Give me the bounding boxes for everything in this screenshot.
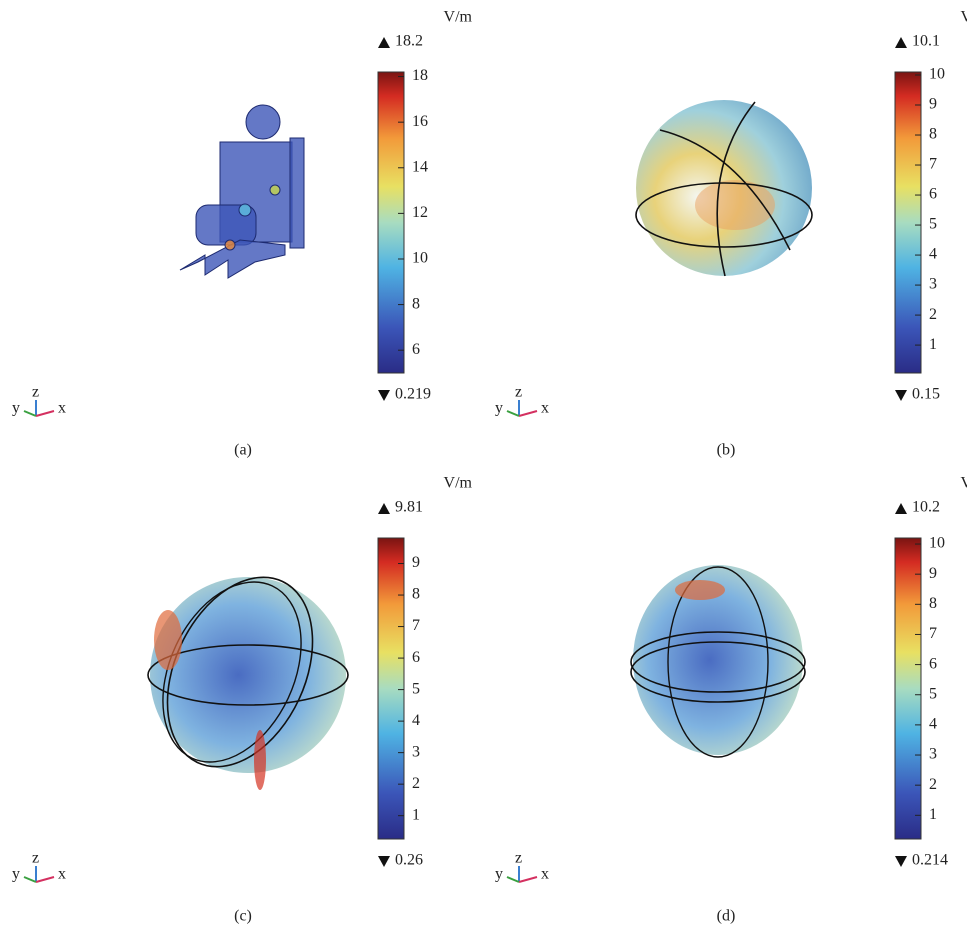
axis-x-label: x bbox=[541, 400, 549, 417]
colorbar-tick-label: 9 bbox=[929, 96, 937, 113]
unit-label: V/m bbox=[444, 475, 473, 492]
colorbar-tick-label: 9 bbox=[929, 565, 937, 582]
colorbar-tick-label: 3 bbox=[412, 743, 420, 760]
max-marker bbox=[378, 503, 390, 514]
axis-y-label: y bbox=[495, 400, 503, 417]
axis-y bbox=[507, 877, 519, 882]
colorbar-tick-label: 8 bbox=[412, 586, 420, 603]
colorbar-tick-label: 3 bbox=[929, 276, 937, 293]
caption: (d) bbox=[717, 908, 736, 925]
axis-y-label: y bbox=[495, 866, 503, 883]
max-label: 18.2 bbox=[395, 33, 423, 50]
max-label: 9.81 bbox=[395, 499, 423, 516]
colorbar-tick-label: 7 bbox=[929, 156, 937, 173]
colorbar bbox=[378, 72, 404, 373]
colorbar-tick-label: 6 bbox=[929, 655, 937, 672]
min-label: 0.15 bbox=[912, 386, 940, 403]
colorbar bbox=[378, 538, 404, 839]
axis-y bbox=[507, 411, 519, 416]
axis-x-label: x bbox=[58, 866, 66, 883]
colorbar-tick-label: 9 bbox=[412, 554, 420, 571]
axis-x bbox=[519, 877, 537, 882]
colorbar-tick-label: 5 bbox=[929, 685, 937, 702]
colorbar-tick-label: 5 bbox=[412, 680, 420, 697]
colorbar-tick-label: 7 bbox=[412, 617, 420, 634]
min-label: 0.214 bbox=[912, 852, 948, 869]
min-marker bbox=[895, 390, 907, 401]
colorbar-tick-label: 6 bbox=[412, 649, 420, 666]
colorbar-tick-label: 2 bbox=[929, 306, 937, 323]
axis-z-label: z bbox=[32, 850, 39, 867]
max-label: 10.1 bbox=[912, 33, 940, 50]
min-marker bbox=[378, 390, 390, 401]
colorbar-tick-label: 5 bbox=[929, 216, 937, 233]
caption: (c) bbox=[234, 908, 252, 925]
render-d bbox=[631, 565, 805, 757]
colorbar-tick-label: 1 bbox=[412, 806, 420, 823]
unit-label: V/m bbox=[444, 9, 473, 26]
caption: (a) bbox=[234, 442, 252, 459]
colorbar-tick-label: 2 bbox=[412, 775, 420, 792]
axis-x bbox=[36, 411, 54, 416]
colorbar-tick-label: 10 bbox=[929, 535, 945, 552]
caption: (b) bbox=[717, 442, 736, 459]
colorbar-tick-label: 10 bbox=[929, 66, 945, 83]
max-marker bbox=[378, 37, 390, 48]
axis-z-label: z bbox=[515, 384, 522, 401]
colorbar-tick-label: 6 bbox=[929, 186, 937, 203]
axis-y bbox=[24, 411, 36, 416]
render-a bbox=[180, 105, 304, 278]
colorbar-tick-label: 16 bbox=[412, 113, 428, 130]
colorbar-tick-label: 4 bbox=[929, 716, 937, 733]
colorbar-tick-label: 6 bbox=[412, 341, 420, 358]
colorbar-tick-label: 12 bbox=[412, 204, 428, 221]
min-label: 0.26 bbox=[395, 852, 423, 869]
min-marker bbox=[895, 856, 907, 867]
axis-y-label: y bbox=[12, 400, 20, 417]
max-label: 10.2 bbox=[912, 499, 940, 516]
colorbar-tick-label: 1 bbox=[929, 336, 937, 353]
colorbar-tick-label: 10 bbox=[412, 250, 428, 267]
colorbar-tick-label: 4 bbox=[412, 712, 420, 729]
colorbar-tick-label: 3 bbox=[929, 746, 937, 763]
colorbar-tick-label: 2 bbox=[929, 776, 937, 793]
figure: V/m18.26810121416180.219zxy(a)V/m10.1123… bbox=[0, 0, 967, 927]
min-label: 0.219 bbox=[395, 386, 431, 403]
axis-x bbox=[519, 411, 537, 416]
colorbar-tick-label: 8 bbox=[929, 126, 937, 143]
min-marker bbox=[378, 856, 390, 867]
unit-label: V/m bbox=[961, 475, 967, 492]
colorbar bbox=[895, 72, 921, 373]
axis-x-label: x bbox=[541, 866, 549, 883]
axis-y-label: y bbox=[12, 866, 20, 883]
colorbar-tick-label: 8 bbox=[412, 295, 420, 312]
axis-z-label: z bbox=[515, 850, 522, 867]
colorbar-tick-label: 4 bbox=[929, 246, 937, 263]
render-c bbox=[136, 554, 348, 790]
axis-x-label: x bbox=[58, 400, 66, 417]
colorbar-tick-label: 14 bbox=[412, 158, 428, 175]
axis-x bbox=[36, 877, 54, 882]
render-b bbox=[636, 100, 812, 276]
max-marker bbox=[895, 503, 907, 514]
colorbar bbox=[895, 538, 921, 839]
colorbar-tick-label: 8 bbox=[929, 595, 937, 612]
unit-label: V/m bbox=[961, 9, 967, 26]
max-marker bbox=[895, 37, 907, 48]
axis-z-label: z bbox=[32, 384, 39, 401]
colorbar-tick-label: 1 bbox=[929, 806, 937, 823]
colorbar-tick-label: 7 bbox=[929, 625, 937, 642]
colorbar-tick-label: 18 bbox=[412, 67, 428, 84]
axis-y bbox=[24, 877, 36, 882]
